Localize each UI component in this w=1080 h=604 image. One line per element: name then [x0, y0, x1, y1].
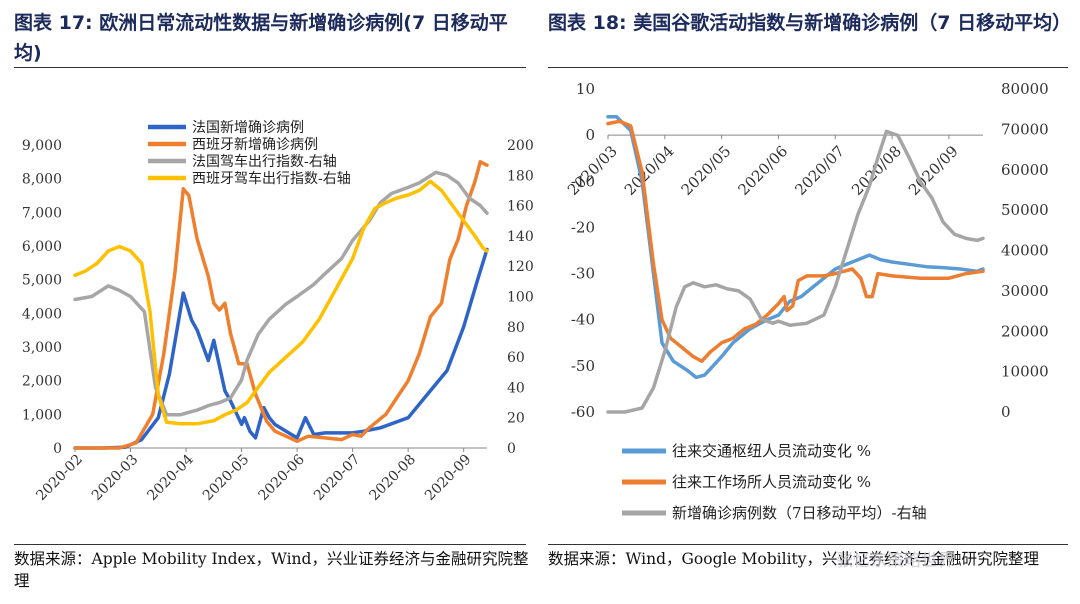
y-right-tick-label: 100	[507, 290, 534, 306]
x-tick-label: 2020-05	[200, 452, 252, 504]
y-right-tick-label: 80	[507, 320, 525, 336]
y-left-tick-label: -60	[571, 403, 595, 421]
legend-label: 往来交通枢纽人员流动变化 %	[672, 442, 871, 460]
x-tick-label: 2020-08	[367, 452, 419, 504]
y-right-tick-label: 0	[1001, 403, 1011, 421]
y-right-tick-label: 10000	[1001, 363, 1049, 381]
legend-label: 法国新增确诊病例	[192, 120, 304, 136]
y-right-tick-label: 30000	[1001, 282, 1049, 300]
right-chart-title: 图表 18: 美国谷歌活动指数与新增确诊病例（7 日移动平均）	[548, 12, 1072, 34]
y-left-tick-label: 9,000	[22, 138, 62, 154]
x-tick-label: 2020-09	[422, 452, 474, 504]
y-left-tick-label: 7,000	[22, 205, 62, 221]
legend-label: 西班牙新增确诊病例	[192, 137, 318, 153]
x-tick-label: 2020/08	[848, 142, 905, 199]
legend-label: 西班牙驾车出行指数-右轴	[192, 170, 351, 187]
y-right-tick-label: 80000	[1001, 80, 1049, 98]
y-right-tick-label: 140	[507, 229, 534, 245]
y-left-tick-label: 4,000	[22, 306, 62, 322]
y-left-tick-label: -10	[571, 172, 595, 190]
legend-label: 新增确诊病例数（7日移动平均）-右轴	[672, 504, 927, 522]
right-data-source: 数据来源：Wind，Google Mobility，兴业证券经济与金融研究院整理	[548, 550, 1040, 568]
left-title-divider	[14, 67, 526, 68]
left-source-divider	[14, 544, 526, 545]
y-left-tick-label: -40	[571, 311, 595, 329]
y-left-tick-label: -20	[571, 218, 595, 236]
y-right-tick-label: 20	[507, 411, 525, 427]
y-left-tick-label: 0	[585, 126, 595, 144]
right-title-divider	[548, 67, 1068, 68]
left-chart-title: 图表 17: 欧洲日常流动性数据与新增确诊病例(7 日移动平均)	[14, 12, 508, 64]
left-data-source: 数据来源：Apple Mobility Index，Wind，兴业证券经济与金融…	[14, 550, 529, 590]
x-tick-label: 2020-07	[311, 452, 363, 504]
y-left-tick-label: 1,000	[22, 407, 62, 423]
series-line-0-3	[73, 179, 489, 426]
y-right-tick-label: 40000	[1001, 242, 1049, 260]
y-left-tick-label: -30	[571, 265, 595, 283]
x-tick-label: 2020/07	[791, 142, 848, 199]
y-left-tick-label: 2,000	[22, 374, 62, 390]
x-tick-label: 2020-03	[89, 452, 141, 504]
series-line-1-2	[606, 129, 985, 414]
y-left-tick-label: 10	[576, 80, 595, 98]
left-chart: 0 1,000 2,000 3,000 4,000 5,000 6,000 7,000 8,00…	[22, 120, 534, 504]
y-left-tick-label: 0	[53, 441, 62, 457]
x-tick-label: 2020/04	[621, 142, 678, 199]
legend-label: 法国驾车出行指数-右轴	[192, 153, 337, 170]
y-left-tick-label: 8,000	[22, 172, 62, 188]
y-right-tick-label: 60000	[1001, 161, 1049, 179]
x-tick-label: 2020/03	[564, 142, 621, 199]
y-right-tick-label: 0	[507, 441, 516, 457]
y-right-tick-label: 40	[507, 380, 525, 396]
right-chart: -60 -50 -40 -30 -20 -10 0 10 0 10000 20000 30000 400…	[564, 80, 1049, 522]
y-right-tick-label: 60	[507, 350, 525, 366]
legend-label: 往来工作场所人员流动变化 %	[672, 473, 871, 491]
y-right-tick-label: 20000	[1001, 322, 1049, 340]
x-tick-label: 2020-04	[144, 451, 197, 504]
y-right-tick-label: 50000	[1001, 201, 1049, 219]
right-source-divider	[548, 544, 1068, 545]
y-right-tick-label: 180	[507, 168, 534, 184]
x-tick-label: 2020-06	[255, 451, 308, 504]
x-tick-label: 2020/05	[678, 142, 735, 199]
x-tick-label: 2020-02	[33, 452, 85, 504]
series-line-0-0	[73, 247, 489, 450]
series-line-1-1	[606, 119, 985, 363]
y-left-tick-label: -50	[571, 357, 595, 375]
watermark: 张忆东策略世界	[836, 551, 955, 571]
y-right-tick-label: 120	[507, 259, 534, 275]
x-tick-label: 2020/06	[734, 142, 791, 199]
series-line-0-1	[73, 160, 489, 450]
y-left-tick-label: 3,000	[22, 340, 62, 356]
y-right-tick-label: 200	[507, 138, 534, 154]
series-line-0-2	[73, 170, 489, 417]
y-right-tick-label: 160	[507, 199, 534, 215]
y-right-tick-label: 70000	[1001, 120, 1049, 138]
y-left-tick-label: 6,000	[22, 239, 62, 255]
y-left-tick-label: 5,000	[22, 273, 62, 289]
